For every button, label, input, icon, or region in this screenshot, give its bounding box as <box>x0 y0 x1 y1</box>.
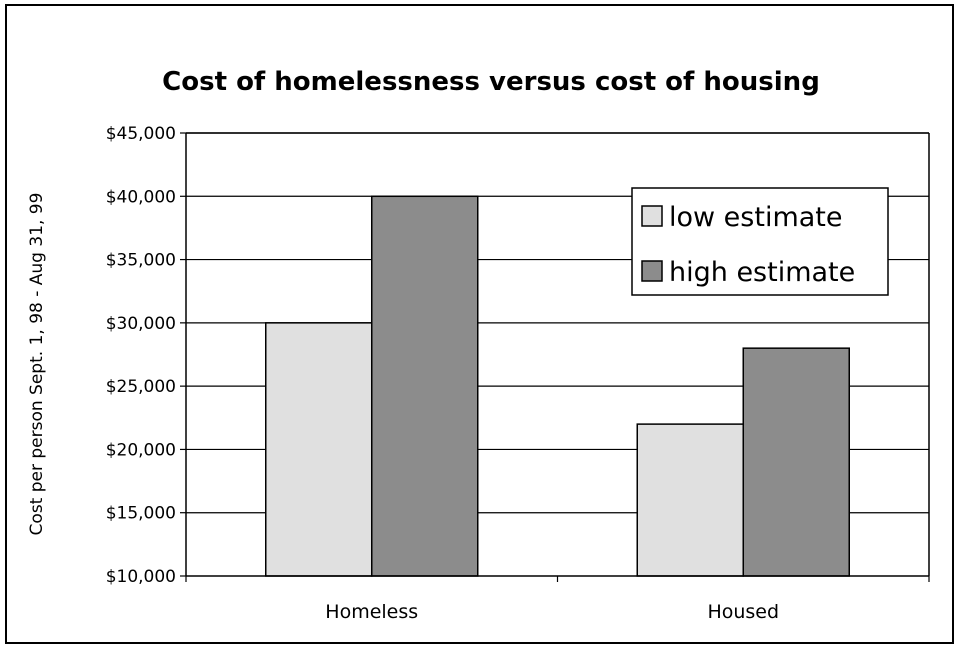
x-tick-label: Homeless <box>325 601 418 623</box>
legend-label: low estimate <box>669 202 843 233</box>
y-tick-label: $15,000 <box>106 504 176 524</box>
bars <box>265 195 850 577</box>
bar-homeless-high-estimate <box>371 195 479 577</box>
x-tick-label: Housed <box>707 601 779 623</box>
y-tick-label: $40,000 <box>106 187 176 207</box>
legend-swatch <box>641 260 663 282</box>
bar-housed-low-estimate <box>636 423 744 577</box>
y-tick-label: $35,000 <box>106 251 176 271</box>
chart-frame: Cost of homelessness versus cost of hous… <box>5 4 954 644</box>
bar-chart: Cost of homelessness versus cost of hous… <box>27 67 930 623</box>
y-axis-label: Cost per person Sept. 1, 98 - Aug 31, 99 <box>27 193 47 536</box>
y-tick-label: $30,000 <box>106 314 176 334</box>
y-tick-label: $10,000 <box>106 567 176 587</box>
legend-label: high estimate <box>669 257 855 288</box>
y-tick-labels: $10,000 $15,000 $20,000 $25,000 $30,000 $35,0… <box>106 124 176 587</box>
y-tick-label: $25,000 <box>106 377 176 397</box>
legend-swatch <box>641 205 663 227</box>
bar-housed-high-estimate <box>742 347 850 577</box>
chart-title: Cost of homelessness versus cost of hous… <box>162 67 820 97</box>
legend-box <box>631 187 889 296</box>
legend: low estimate high estimate <box>631 187 889 296</box>
bar-homeless-low-estimate <box>265 322 373 577</box>
axes <box>180 132 930 582</box>
x-tick-labels: Homeless Housed <box>325 601 779 623</box>
y-tick-label: $20,000 <box>106 440 176 460</box>
y-tick-label: $45,000 <box>106 124 176 144</box>
